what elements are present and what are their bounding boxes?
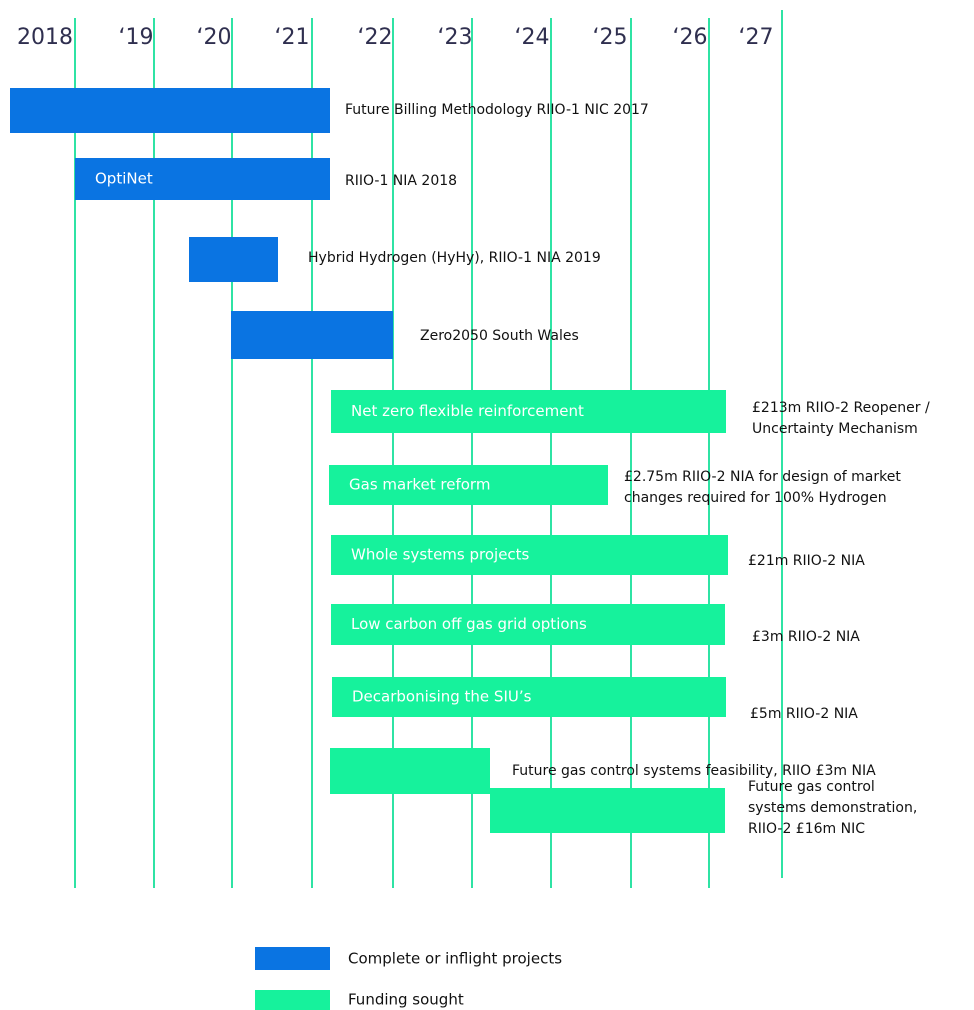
project-note: Uncertainty Mechanism: [752, 421, 918, 437]
year-label: ‘20: [197, 25, 232, 50]
project-note: Future gas control: [748, 779, 875, 795]
project-note: systems demonstration,: [748, 800, 917, 816]
project-label: Low carbon off gas grid options: [351, 615, 587, 633]
project-bar: [75, 158, 330, 200]
project-note: RIIO-2 £16m NIC: [748, 821, 865, 837]
project-label: Net zero flexible reinforcement: [351, 402, 584, 420]
project-label: Whole systems projects: [351, 546, 530, 564]
legend-label: Complete or inflight projects: [348, 950, 562, 968]
project-note: Future gas control systems feasibility, …: [512, 763, 876, 779]
year-label: ‘26: [673, 25, 708, 50]
project-note: RIIO-1 NIA 2018: [345, 173, 457, 189]
year-label: ‘25: [593, 25, 628, 50]
project-bar: [189, 237, 278, 282]
project-note: changes required for 100% Hydrogen: [624, 490, 887, 506]
project-bar: [331, 390, 726, 433]
project-label: Gas market reform: [349, 476, 490, 494]
year-label: ‘19: [119, 25, 154, 50]
project-note: £5m RIIO-2 NIA: [750, 706, 858, 722]
project-bar: [490, 788, 725, 833]
project-note: £21m RIIO-2 NIA: [748, 553, 865, 569]
year-label: ‘21: [275, 25, 310, 50]
project-bar: [329, 465, 608, 505]
year-label: ‘27: [739, 25, 774, 50]
project-note: £2.75m RIIO-2 NIA for design of market: [624, 469, 901, 485]
project-note: Future Billing Methodology RIIO-1 NIC 20…: [345, 102, 649, 118]
project-note: Hybrid Hydrogen (HyHy), RIIO-1 NIA 2019: [308, 250, 601, 266]
year-label: ‘23: [438, 25, 473, 50]
year-label: ‘22: [358, 25, 393, 50]
project-bar: [332, 677, 726, 717]
legend-label: Funding sought: [348, 991, 464, 1009]
project-bar: [331, 604, 725, 645]
project-note: £213m RIIO-2 Reopener /: [752, 400, 930, 416]
year-label: ‘24: [515, 25, 550, 50]
legend-swatch: [255, 947, 330, 970]
project-bar: [10, 88, 330, 133]
project-bar: [331, 535, 728, 575]
project-note: Zero2050 South Wales: [420, 328, 579, 344]
project-label: OptiNet: [95, 170, 153, 188]
project-note: £3m RIIO-2 NIA: [752, 629, 860, 645]
project-label: Decarbonising the SIU’s: [352, 688, 532, 706]
year-label: 2018: [17, 25, 73, 50]
project-bar: [231, 311, 393, 359]
legend-swatch: [255, 990, 330, 1010]
project-bar: [330, 748, 490, 794]
